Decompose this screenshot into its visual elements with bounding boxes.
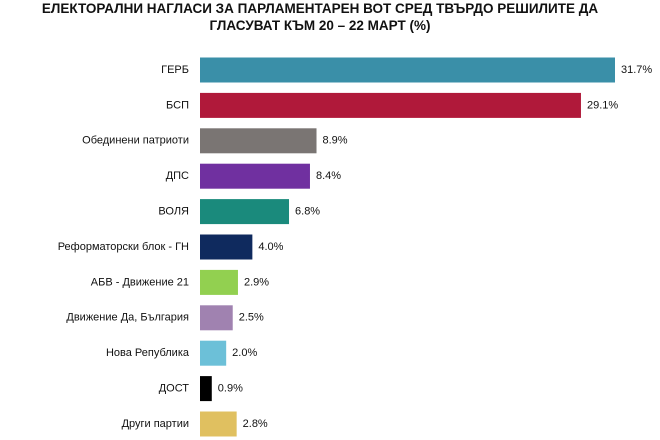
chart-title: ЕЛЕКТОРАЛНИ НАГЛАСИ ЗА ПАРЛАМЕНТАРЕН ВОТ… (41, 1, 599, 33)
bar (200, 234, 253, 260)
bar (200, 128, 317, 154)
category-label: Обединени патриоти (82, 135, 189, 147)
category-label: ВОЛЯ (158, 206, 189, 218)
value-label: 2.0% (232, 347, 257, 359)
value-label: 6.8% (295, 206, 320, 218)
value-label: 0.9% (218, 383, 243, 395)
value-label: 2.9% (244, 276, 269, 288)
value-label: 2.8% (243, 418, 268, 430)
category-label: Движение Да, България (66, 312, 189, 324)
category-label: Нова Република (106, 347, 190, 359)
value-label: 4.0% (258, 241, 283, 253)
bar (200, 92, 581, 118)
category-label: Други партии (122, 418, 189, 430)
category-label: БСП (166, 99, 189, 111)
category-label: ДПС (166, 170, 189, 182)
value-label: 31.7% (621, 64, 652, 76)
value-label: 2.5% (239, 312, 264, 324)
category-label: ДОСТ (159, 383, 190, 395)
bar (200, 269, 238, 295)
bar (200, 199, 290, 225)
value-label: 8.9% (323, 135, 348, 147)
bar (200, 411, 237, 437)
bar (200, 376, 212, 402)
value-label: 8.4% (316, 170, 341, 182)
category-label: Реформаторски блок - ГН (58, 241, 189, 253)
category-label: АБВ - Движение 21 (91, 276, 189, 288)
bar (200, 305, 233, 331)
bar (200, 57, 615, 83)
bar (200, 163, 310, 189)
category-label: ГЕРБ (161, 64, 189, 76)
value-label: 29.1% (587, 99, 618, 111)
bar (200, 340, 227, 366)
